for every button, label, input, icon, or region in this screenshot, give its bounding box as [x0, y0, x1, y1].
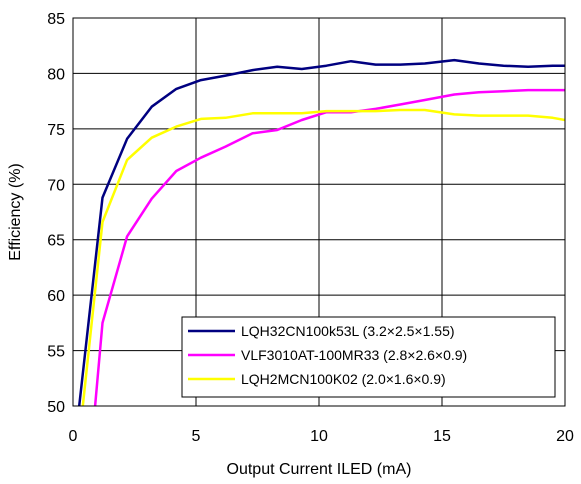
y-tick-label: 55 — [47, 344, 65, 361]
x-tick-label: 10 — [310, 428, 328, 445]
y-tick-label: 70 — [47, 177, 65, 194]
legend: LQH32CN100k53L (3.2×2.5×1.55) VLF3010AT-… — [181, 316, 556, 398]
legend-label-vlf3010at-100mr33: VLF3010AT-100MR33 (2.8×2.6×0.9) — [241, 347, 467, 363]
x-tick-labels: 0 5 10 15 20 — [69, 428, 574, 445]
series-lines — [77, 58, 565, 406]
series-line-lqh2mcn100k02 — [81, 108, 565, 406]
y-tick-label: 65 — [47, 233, 65, 250]
plot-area-frame — [72, 17, 566, 407]
x-axis-label: Output Current ILED (mA) — [227, 461, 412, 478]
x-tick-label: 5 — [192, 428, 201, 445]
x-tick-label: 0 — [69, 428, 78, 445]
y-tick-label: 60 — [47, 288, 65, 305]
x-tick-label: 20 — [556, 428, 574, 445]
y-tick-labels: 50 55 60 65 70 75 80 85 — [47, 11, 65, 416]
y-tick-label: 50 — [47, 399, 65, 416]
legend-box — [181, 316, 556, 398]
y-tick-label: 80 — [47, 66, 65, 83]
y-tick-label: 75 — [47, 122, 65, 139]
y-tick-label: 85 — [47, 11, 65, 28]
legend-label-lqh2mcn100k02: LQH2MCN100K02 (2.0×1.6×0.9) — [241, 371, 446, 387]
y-axis-label: Efficiency (%) — [7, 163, 24, 261]
x-tick-label: 15 — [433, 428, 451, 445]
grid-lines — [73, 18, 565, 406]
legend-label-lqh32cn100k53l: LQH32CN100k53L (3.2×2.5×1.55) — [241, 323, 455, 339]
series-line-lqh32cn100k53l — [77, 58, 565, 406]
